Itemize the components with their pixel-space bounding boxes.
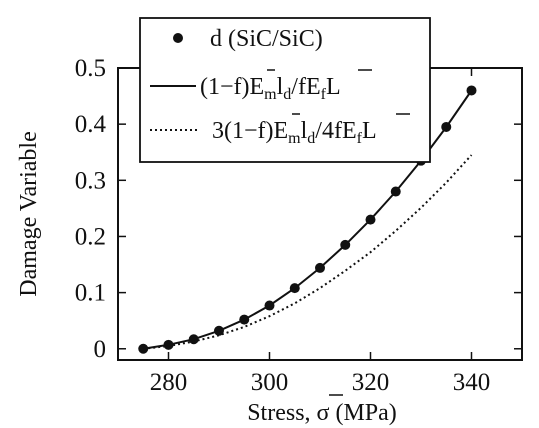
legend-2-sub-f: f: [321, 86, 327, 103]
y-tick-label: 0.4: [75, 111, 107, 138]
legend-box: [139, 17, 431, 163]
x-tick-label: 280: [150, 369, 188, 396]
legend-label-3: 3(1−f)Emld/4fEfL: [212, 118, 377, 147]
data-point: [138, 343, 149, 354]
legend-3-part-L: L: [362, 118, 377, 144]
x-axis-label: Stress, σ (MPa): [247, 400, 397, 426]
legend-label-1: d (SiC/SiC): [210, 26, 323, 52]
y-tick-label: 0.3: [75, 167, 106, 194]
x-tick-label: 300: [251, 369, 289, 396]
x-tick-label: 340: [453, 369, 491, 396]
legend-2-part-L: L: [326, 74, 341, 100]
legend-3-sub-m: m: [288, 130, 301, 147]
series-solid-line: [143, 89, 473, 350]
legend-2-sub-d: d: [283, 86, 291, 103]
legend-3-sub-d: d: [307, 130, 315, 147]
legend-3-sub-f: f: [357, 130, 363, 147]
x-axis-label-unit: (MPa): [329, 400, 396, 426]
legend-3-part-b: /4fE: [315, 118, 356, 144]
y-tick-label: 0.5: [75, 55, 106, 82]
series-dotted-line: [143, 154, 473, 350]
y-tick-label: 0.1: [75, 280, 106, 307]
axis-ticks: 280 300 320 340 0 0.1 0.2 0.3 0.4 0.5: [75, 55, 522, 396]
series-layer: [138, 85, 477, 354]
legend-marker-dot: [173, 33, 183, 43]
legend-2-part-b: /fE: [291, 74, 320, 100]
y-tick-label: 0.2: [75, 223, 106, 250]
x-tick-label: 320: [352, 369, 390, 396]
legend-2-part-a: (1−f)E: [200, 74, 264, 100]
x-axis-label-sigma: σ: [317, 400, 330, 426]
x-axis-label-main: Stress,: [247, 400, 316, 426]
legend-2-part-l: l: [277, 74, 284, 100]
legend-3-part-l: l: [301, 118, 308, 144]
legend-2-sub-m: m: [264, 86, 277, 103]
legend-3-part-a: 3(1−f)E: [212, 118, 288, 144]
y-axis-label: Damage Variable: [16, 131, 42, 296]
legend: d (SiC/SiC) (1−f)Emld/fEfL 3(1−f)Emld/4f…: [139, 17, 431, 163]
y-tick-label: 0: [94, 336, 107, 363]
legend-label-2: (1−f)Emld/fEfL: [200, 74, 341, 103]
